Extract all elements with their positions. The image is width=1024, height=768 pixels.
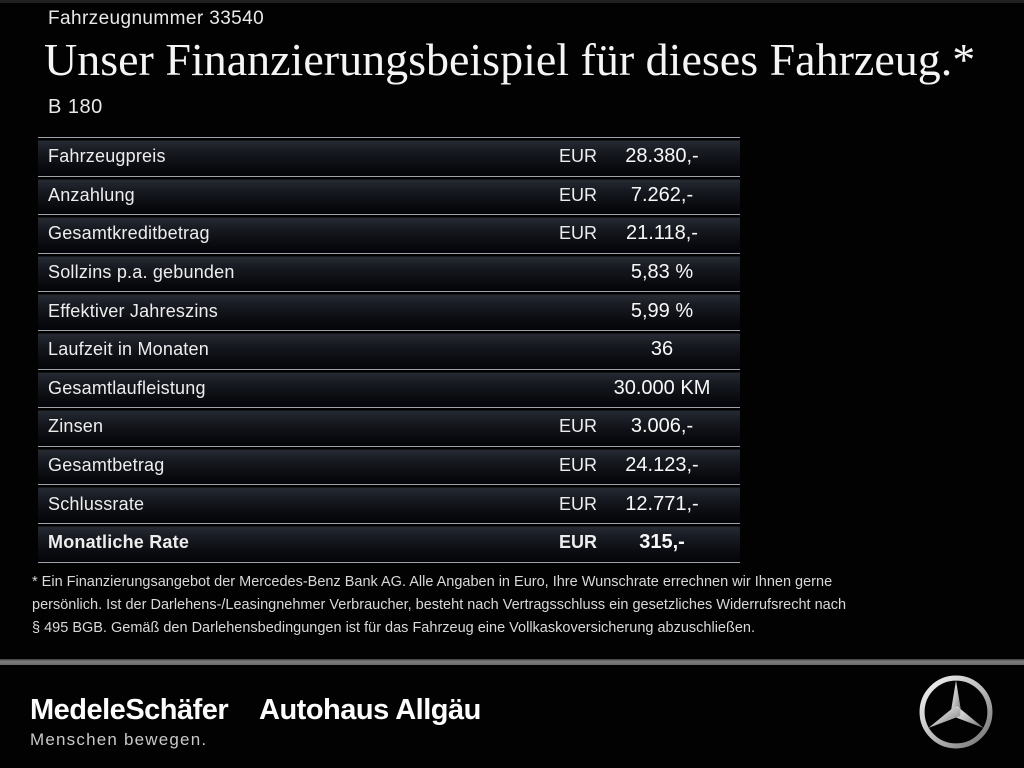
table-row: Gesamtkreditbetrag EUR 21.118,- [38, 214, 740, 253]
row-value: 5,83 % [630, 261, 694, 284]
row-value: 36 [650, 338, 674, 361]
row-value: 12.771,- [625, 492, 699, 515]
row-currency: EUR [559, 184, 598, 205]
row-value: 3.006,- [630, 415, 694, 438]
row-value: 24.123,- [625, 454, 699, 477]
row-value: 30.000 KM [613, 376, 711, 399]
image-frame-edge [0, 0, 1024, 3]
row-value: 21.118,- [626, 222, 698, 245]
row-label: Gesamtbetrag [48, 455, 165, 476]
legal-footnote: * Ein Finanzierungsangebot der Mercedes-… [32, 571, 997, 640]
row-label: Zinsen [48, 416, 104, 437]
dealer-tagline: Menschen bewegen. [30, 730, 208, 749]
row-currency: EUR [559, 532, 598, 553]
row-value: 315,- [639, 531, 685, 554]
table-row: Gesamtbetrag EUR 24.123,- [38, 445, 740, 485]
row-label: Laufzeit in Monaten [48, 339, 209, 360]
row-value: 7.262,- [630, 183, 694, 206]
row-label: Sollzins p.a. gebunden [48, 262, 235, 283]
row-label: Effektiver Jahreszins [48, 300, 218, 321]
row-label: Gesamtkreditbetrag [48, 223, 210, 244]
vehicle-model: B 180 [48, 96, 103, 118]
financing-table: Fahrzeugpreis EUR 28.380,- Anzahlung EUR… [38, 137, 740, 563]
table-row: Fahrzeugpreis EUR 28.380,- [38, 137, 740, 176]
dealer-logo-autohaus-allgaeu: Autohaus Allgäu [259, 694, 481, 726]
row-value: 28.380,- [625, 145, 699, 168]
row-value: 5,99 % [630, 299, 694, 322]
row-currency: EUR [559, 146, 598, 167]
vehicle-number: Fahrzeugnummer 33540 [48, 8, 265, 29]
mercedes-star-icon [919, 675, 993, 749]
table-row: Laufzeit in Monaten 36 [38, 329, 740, 369]
dealer-logo-medele-schaefer: MedeleSchäfer [30, 694, 229, 726]
footer-divider [0, 659, 1024, 665]
row-label: Gesamtlaufleistung [48, 377, 206, 398]
row-label: Fahrzeugpreis [48, 146, 166, 167]
table-row: Sollzins p.a. gebunden 5,83 % [38, 252, 740, 292]
row-currency: EUR [559, 455, 598, 476]
table-row: Zinsen EUR 3.006,- [38, 407, 740, 446]
table-row: Effektiver Jahreszins 5,99 % [38, 291, 740, 330]
row-currency: EUR [559, 416, 598, 437]
row-label: Schlussrate [48, 493, 145, 514]
table-row: Gesamtlaufleistung 30.000 KM [38, 368, 740, 408]
footnote-line: * Ein Finanzierungsangebot der Mercedes-… [32, 574, 833, 590]
row-label: Anzahlung [48, 184, 135, 205]
row-currency: EUR [559, 493, 598, 514]
footnote-line: persönlich. Ist der Darlehens-/Leasingne… [32, 597, 847, 613]
row-currency: EUR [559, 223, 598, 244]
table-row: Schlussrate EUR 12.771,- [38, 484, 740, 523]
footnote-line: § 495 BGB. Gemäß den Darlehensbedingunge… [32, 620, 756, 636]
table-row: Anzahlung EUR 7.262,- [38, 175, 740, 215]
row-label: Monatliche Rate [48, 532, 190, 553]
table-row: Monatliche Rate EUR 315,- [38, 522, 740, 562]
page-title: Unser Finanzierungsbeispiel für dieses F… [44, 34, 976, 85]
